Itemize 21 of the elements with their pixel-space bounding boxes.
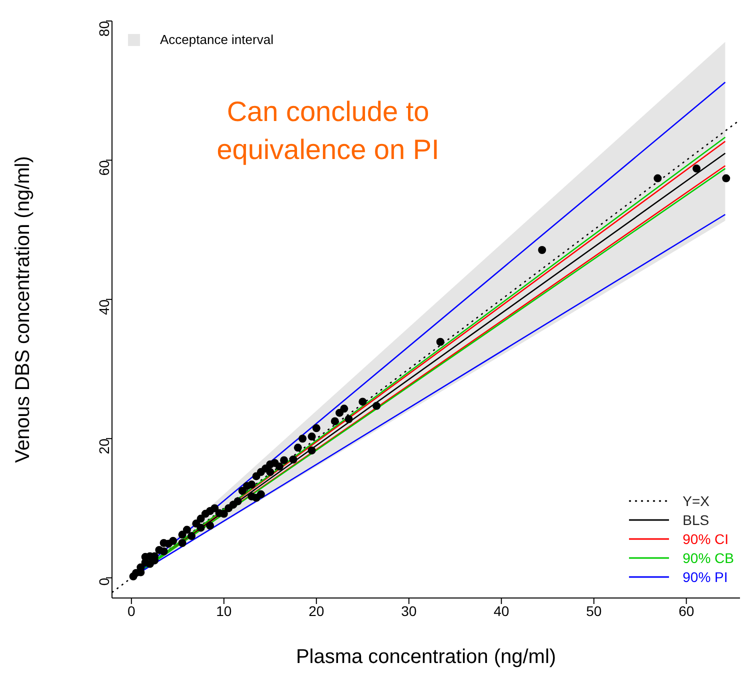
legend-label: 90% CI [682,530,729,546]
legend-label: BLS [682,512,710,528]
annotation: Acceptance interval [160,32,274,47]
annotation: Can conclude to equivalence on PI [216,95,440,167]
y-tick-label: 20 [96,438,112,454]
y-tick-label: 60 [96,160,112,176]
y-tick-label: 40 [96,299,112,315]
x-tick-label: 40 [494,602,510,619]
x-axis-title: Plasma concentration (ng/ml) [296,646,556,668]
x-tick-label: 0 [128,602,136,619]
x-tick-label: 60 [678,602,694,619]
legend-label: Y=X [682,492,710,508]
y-tick-label: 80 [96,20,112,37]
legend-label: 90% CB [682,550,734,566]
x-tick-label: 50 [586,602,602,619]
x-tick-label: 30 [401,602,417,619]
x-tick-label: 20 [308,602,324,619]
legend-label: 90% PI [682,568,728,584]
x-tick-label: 10 [216,602,232,619]
y-axis-title: Venous DBS concentration (ng/ml) [12,156,34,463]
y-tick-label: 0 [96,578,112,586]
